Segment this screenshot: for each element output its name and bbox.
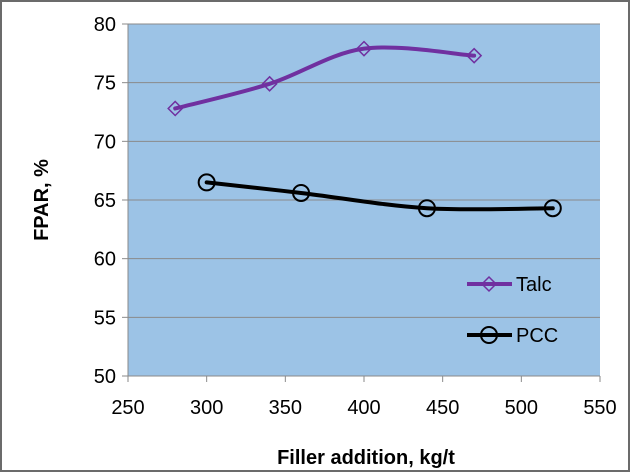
axes [122, 23, 601, 382]
circle-marker-icon [480, 326, 498, 344]
legend-item-pcc: PCC [467, 325, 558, 347]
y-tick-label: 60 [94, 249, 116, 271]
data-point-pcc [543, 199, 562, 218]
tick-labels: 50 55 60 65 70 75 80 250 300 350 400 450 500 550 [94, 14, 617, 419]
legend-label: Talc [516, 274, 552, 296]
y-tick-label: 70 [94, 131, 116, 153]
x-axis-title: Filler addition, kg/t [277, 447, 455, 469]
y-tick-label: 75 [94, 73, 116, 95]
data-point-talc [355, 40, 373, 57]
data-point-pcc [292, 183, 311, 202]
x-tick-label: 300 [190, 397, 223, 419]
data-point-pcc [197, 173, 216, 192]
data-point-talc [466, 47, 483, 64]
legend-item-talc: Talc [467, 274, 552, 296]
y-tick-label: 80 [94, 14, 116, 36]
diamond-marker-icon [480, 275, 498, 293]
y-tick-label: 55 [94, 307, 116, 329]
x-tick-label: 450 [426, 397, 459, 419]
data-point-talc [167, 100, 184, 117]
data-point-pcc [417, 199, 436, 218]
x-tick-label: 400 [347, 397, 380, 419]
x-tick-label: 350 [269, 397, 302, 419]
series-line-pcc [204, 180, 555, 212]
x-tick-label: 550 [583, 397, 616, 419]
x-tick-label: 500 [505, 397, 538, 419]
x-tick-label: 250 [111, 397, 144, 419]
y-axis-title: FPAR, % [31, 159, 53, 241]
y-tick-label: 50 [94, 366, 116, 388]
data-point-talc [261, 75, 278, 92]
legend-label: PCC [516, 325, 558, 347]
y-tick-label: 65 [94, 190, 116, 212]
series-talc [167, 40, 483, 117]
series-pcc [197, 173, 562, 218]
legend: Talc PCC [467, 274, 558, 347]
series-line-talc [173, 45, 477, 111]
series-layer [167, 40, 562, 218]
